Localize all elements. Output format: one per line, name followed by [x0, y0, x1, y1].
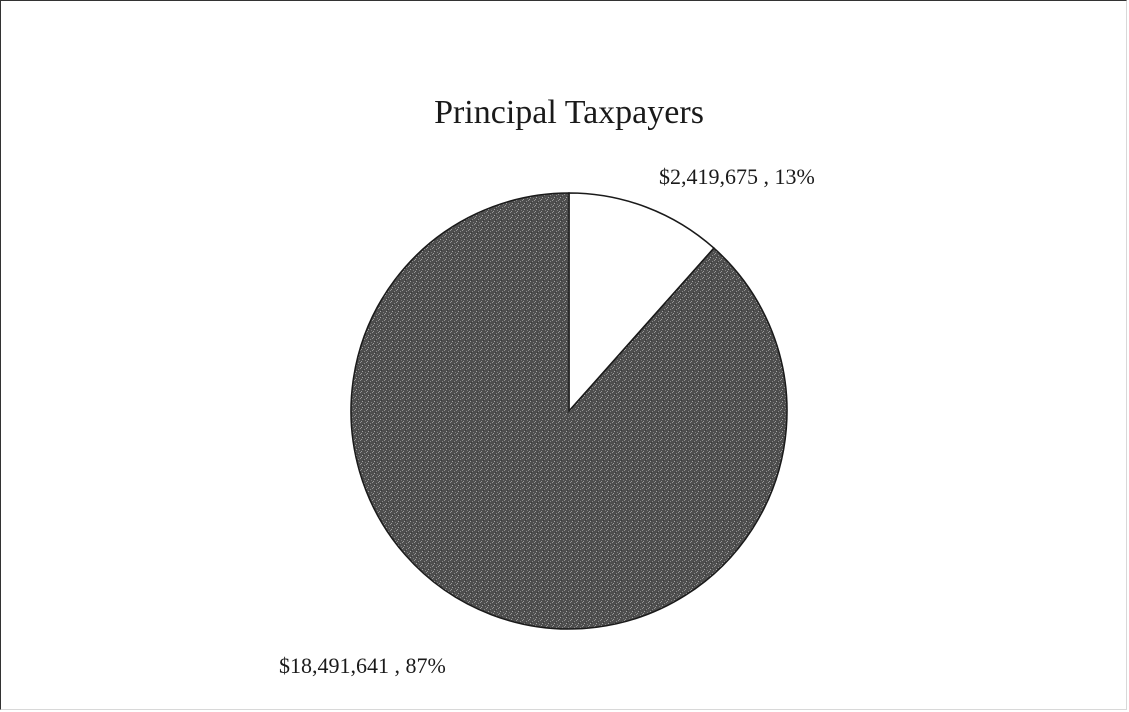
chart-title: Principal Taxpayers — [434, 94, 704, 131]
pie-slice-2 — [350, 192, 788, 630]
data-label-slice-1: $2,419,675 , 13% — [659, 164, 815, 189]
data-label-slice-2: $18,491,641 , 87% — [279, 653, 446, 678]
pie-slice-1 — [568, 192, 715, 413]
pie-slices — [350, 192, 788, 630]
